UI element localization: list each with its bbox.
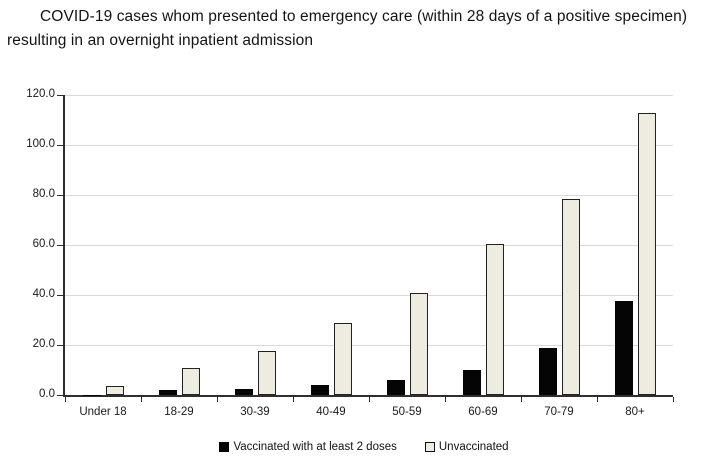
y-tick-label: 120.0 <box>26 88 55 100</box>
gridline <box>65 295 673 296</box>
x-tick-label: 80+ <box>625 406 645 418</box>
gridline <box>65 345 673 346</box>
bar-group <box>217 95 293 395</box>
bar-group <box>293 95 369 395</box>
x-axis-tick <box>596 397 598 402</box>
legend-item-unvaccinated: Unvaccinated <box>424 441 509 453</box>
y-tick-label: 100.0 <box>26 138 55 150</box>
chart-title: COVID-19 cases whom presented to emergen… <box>7 8 688 49</box>
x-tick-label: 60-69 <box>468 406 498 418</box>
x-axis-line <box>63 395 673 397</box>
bar-group <box>445 95 521 395</box>
bar-group <box>597 95 673 395</box>
bar-vaccinated <box>310 385 329 395</box>
x-tick-label: 50-59 <box>392 406 422 418</box>
x-tick-label: Under 18 <box>79 406 127 418</box>
bar-unvaccinated <box>257 351 276 395</box>
x-axis-tick <box>292 397 294 402</box>
gridline <box>65 195 673 196</box>
x-tick-label: 30-39 <box>240 406 270 418</box>
gridline <box>65 245 673 246</box>
y-axis-tick <box>57 394 63 396</box>
bar-unvaccinated <box>333 322 352 395</box>
x-axis-tick <box>368 397 370 402</box>
bar-unvaccinated <box>637 112 656 395</box>
bar-group <box>369 95 445 395</box>
y-axis-tick <box>57 94 63 96</box>
y-tick-label: 0.0 <box>39 388 55 400</box>
legend-swatch-vaccinated <box>219 442 230 452</box>
y-tick-label: 80.0 <box>32 188 55 200</box>
bar-group <box>141 95 217 395</box>
legend-swatch-unvaccinated <box>424 442 435 452</box>
x-tick-label: 40-49 <box>316 406 346 418</box>
y-axis-tick <box>57 194 63 196</box>
y-axis-line <box>63 95 65 397</box>
bar-vaccinated <box>462 370 481 395</box>
bar-unvaccinated <box>181 367 200 395</box>
bar-unvaccinated <box>561 198 580 395</box>
y-axis-tick <box>57 344 63 346</box>
bar-vaccinated <box>614 301 633 395</box>
bar-vaccinated <box>234 388 253 395</box>
x-tick-label: 18-29 <box>164 406 194 418</box>
x-tick-label: 70-79 <box>544 406 574 418</box>
legend-label-vaccinated: Vaccinated with at least 2 doses <box>233 441 397 453</box>
gridline <box>65 145 673 146</box>
y-axis-tick <box>57 244 63 246</box>
y-tick-label: 60.0 <box>32 238 55 250</box>
x-axis-tick <box>140 397 142 402</box>
legend-item-vaccinated: Vaccinated with at least 2 doses <box>219 441 397 453</box>
x-axis-tick <box>216 397 218 402</box>
bar-vaccinated <box>386 380 405 395</box>
x-axis-tick <box>444 397 446 402</box>
bar-vaccinated <box>538 347 557 395</box>
plot-area <box>65 95 673 395</box>
gridline <box>65 95 673 96</box>
bar-unvaccinated <box>409 292 428 395</box>
y-axis-tick <box>57 294 63 296</box>
legend-label-unvaccinated: Unvaccinated <box>438 441 509 453</box>
bar-group <box>521 95 597 395</box>
x-axis-tick <box>520 397 522 402</box>
x-axis-tick <box>64 397 66 402</box>
bar-vaccinated <box>158 390 177 395</box>
legend: Vaccinated with at least 2 doses Unvaccin… <box>0 439 728 455</box>
y-tick-label: 40.0 <box>32 288 55 300</box>
x-axis-tick <box>672 397 674 402</box>
y-axis-tick <box>57 144 63 146</box>
bar-unvaccinated <box>485 243 504 395</box>
y-tick-label: 20.0 <box>32 338 55 350</box>
bar-vaccinated <box>82 394 101 395</box>
bar-unvaccinated <box>105 386 124 395</box>
bar-group <box>65 95 141 395</box>
